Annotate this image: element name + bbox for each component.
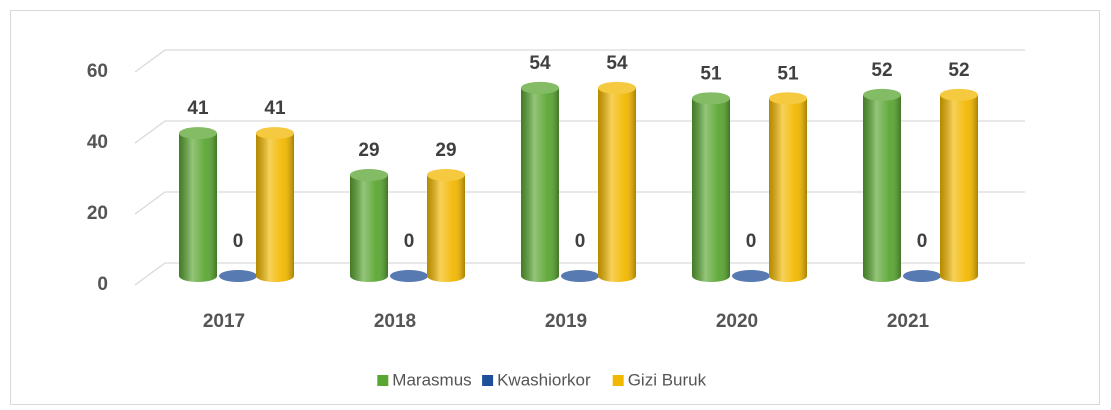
bar-top (561, 270, 599, 282)
data-label: 29 (358, 140, 379, 161)
data-label: 0 (746, 231, 757, 252)
bar-top (863, 88, 901, 101)
bar-top-light (179, 127, 217, 140)
bar-shade (769, 98, 807, 282)
bar-shade (256, 133, 294, 282)
bar (179, 127, 217, 282)
bar (692, 92, 730, 282)
bar-top-light (903, 270, 941, 282)
data-label: 51 (700, 63, 722, 84)
bar (521, 81, 559, 283)
x-tick-label: 2019 (545, 311, 587, 332)
bar-top (521, 81, 559, 94)
legend-label: Kwashiorkor (497, 370, 591, 389)
bar-top-light (732, 270, 770, 282)
bar-shade (427, 174, 465, 282)
bar-top (598, 81, 636, 94)
bar-top (732, 270, 770, 282)
bar-shade (179, 133, 217, 282)
data-label: 0 (575, 231, 586, 252)
bar (732, 270, 770, 282)
grid-line (134, 49, 1025, 73)
bar (940, 88, 978, 282)
bar-top (427, 168, 465, 181)
bar (863, 88, 901, 282)
bar-shade (598, 87, 636, 283)
bar-top-light (256, 127, 294, 140)
bar-top (256, 127, 294, 140)
bar-top (903, 270, 941, 282)
bar-top (350, 168, 388, 181)
bar (390, 270, 428, 282)
y-tick-label: 20 (87, 203, 108, 224)
data-label: 41 (264, 98, 286, 119)
grid-line (134, 262, 1025, 286)
y-tick-label: 60 (87, 61, 108, 82)
bar-top-light (561, 270, 599, 282)
bar-top (219, 270, 257, 282)
bar-top (390, 270, 428, 282)
bar-top-light (521, 81, 559, 94)
legend-label: Gizi Buruk (628, 370, 707, 389)
bar-shade (521, 87, 559, 283)
bar (598, 81, 636, 283)
bar (256, 127, 294, 282)
bar-shade (350, 174, 388, 282)
legend-swatch (612, 375, 624, 386)
y-tick-label: 40 (87, 132, 108, 153)
data-label: 0 (917, 231, 928, 252)
bar-top-light (598, 81, 636, 94)
legend-swatch (482, 375, 494, 386)
bar-top-light (940, 88, 978, 101)
data-label: 41 (187, 98, 209, 119)
data-label: 0 (233, 231, 244, 252)
legend-label: Marasmus (392, 370, 471, 389)
x-tick-label: 2021 (887, 311, 930, 332)
data-label: 51 (777, 63, 799, 84)
data-label: 52 (948, 60, 969, 81)
bar-top-light (350, 168, 388, 181)
bar-top-light (219, 270, 257, 282)
bar (427, 168, 465, 282)
bar-top-light (390, 270, 428, 282)
bar-shade (863, 94, 901, 282)
data-label: 54 (529, 53, 551, 74)
bar-top-light (769, 92, 807, 105)
bar-top (692, 92, 730, 105)
bar-top (940, 88, 978, 101)
grid-line (134, 191, 1025, 215)
bar-shade (940, 94, 978, 282)
bar-top-light (427, 168, 465, 181)
bar-top (769, 92, 807, 105)
data-label: 0 (404, 231, 415, 252)
x-tick-label: 2018 (374, 311, 416, 332)
x-tick-label: 2020 (716, 311, 758, 332)
x-tick-label: 2017 (203, 311, 245, 332)
data-label: 54 (606, 53, 628, 74)
bar (903, 270, 941, 282)
bar (219, 270, 257, 282)
data-label: 29 (435, 140, 456, 161)
bar-top-light (863, 88, 901, 101)
data-label: 52 (871, 60, 892, 81)
legend-swatch (377, 375, 389, 386)
bar (350, 168, 388, 282)
bar-top (179, 127, 217, 140)
y-tick-label: 0 (97, 274, 108, 295)
bar-shade (692, 98, 730, 282)
bar-top-light (692, 92, 730, 105)
bar (769, 92, 807, 282)
grid-line (134, 120, 1025, 144)
bar (561, 270, 599, 282)
